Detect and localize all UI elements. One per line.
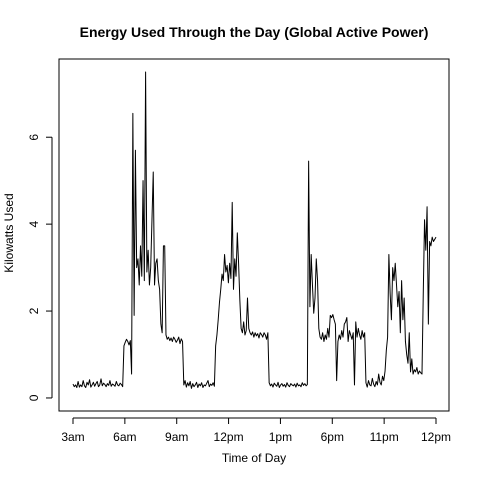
x-tick-label: 11pm — [370, 430, 399, 444]
y-tick-label: 6 — [27, 134, 41, 141]
plot-frame — [58, 58, 450, 412]
x-tick-label: 12pm — [421, 430, 451, 444]
y-tick-label: 4 — [27, 220, 41, 227]
x-tick-label: 12pm — [214, 430, 244, 444]
x-tick-label: 6pm — [321, 430, 344, 444]
x-tick-label: 6am — [113, 430, 136, 444]
x-tick-label: 3am — [61, 430, 84, 444]
y-axis: 0 2 4 6 — [27, 134, 53, 401]
y-tick-label: 2 — [27, 307, 41, 314]
x-axis-title: Time of Day — [222, 451, 286, 465]
y-tick-label: 0 — [27, 394, 41, 401]
x-axis: 3am 6am 9am 12pm 1pm 6pm 11pm 12pm — [61, 417, 451, 444]
series-layer — [72, 71, 437, 389]
chart-title: Energy Used Through the Day (Global Acti… — [80, 24, 429, 40]
x-tick-label: 9am — [165, 430, 188, 444]
series-line-1 — [72, 71, 437, 389]
x-tick-label: 1pm — [269, 430, 292, 444]
y-axis-title: Kilowatts Used — [2, 193, 16, 272]
